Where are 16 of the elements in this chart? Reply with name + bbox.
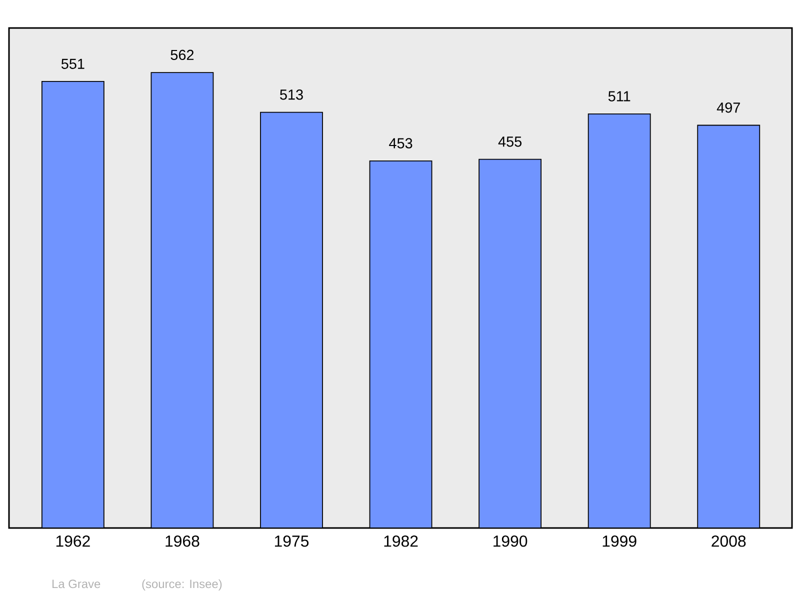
data-label: 513 (280, 90, 303, 100)
x-tick-label: 1962 (56, 536, 90, 547)
data-label: 511 (608, 91, 630, 102)
data-label: 562 (170, 50, 194, 60)
x-tick-label: 1990 (494, 536, 528, 547)
x-tick-label: 1975 (274, 536, 309, 547)
x-tick-label: 1999 (602, 536, 636, 547)
x-tick-label: 2008 (712, 536, 746, 547)
x-tick-label: 1982 (384, 536, 418, 547)
data-label: 453 (389, 138, 412, 148)
x-tick-label: 1968 (166, 536, 200, 547)
text: (source: Insee) (142, 579, 222, 590)
text: La Grave (52, 580, 100, 588)
data-label: 497 (716, 102, 740, 113)
data-label: 455 (498, 136, 522, 147)
data-label: 551 (61, 58, 84, 69)
